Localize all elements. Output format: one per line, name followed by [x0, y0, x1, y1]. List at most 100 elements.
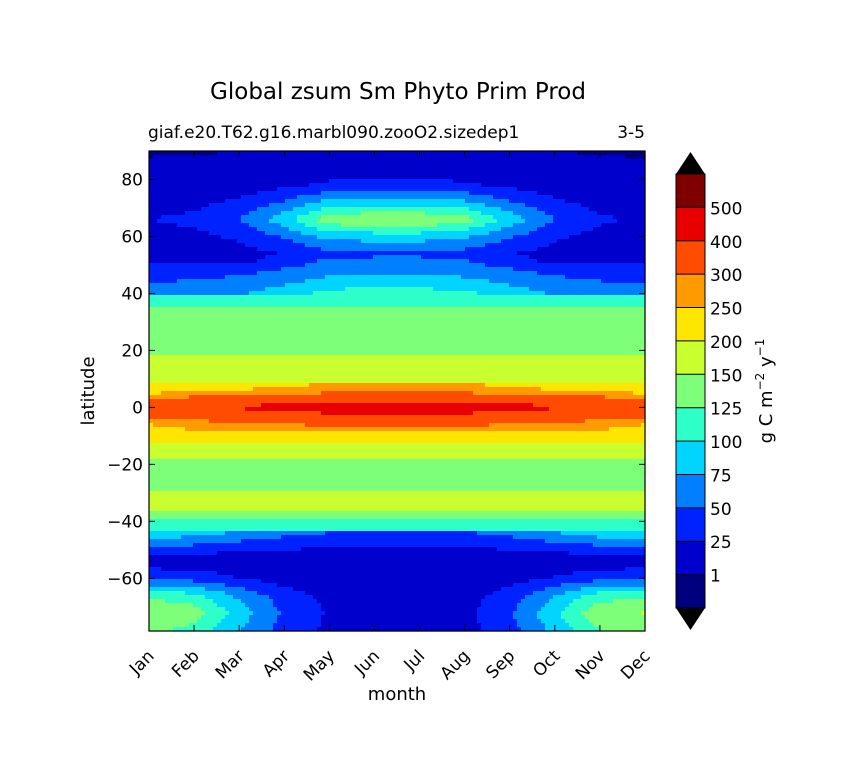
contour-cell — [149, 211, 186, 216]
contour-cell — [217, 551, 570, 556]
contour-cell — [473, 411, 646, 416]
contour-cell — [157, 219, 242, 224]
contour-cell — [573, 571, 646, 576]
contour-cell — [425, 239, 502, 244]
contour-cell — [245, 243, 306, 248]
contour-cell — [437, 223, 486, 228]
contour-cell — [149, 539, 242, 544]
contour-cell — [329, 179, 454, 184]
contour-cell — [273, 215, 298, 220]
contour-cell — [209, 419, 586, 424]
contour-cell — [269, 595, 314, 600]
contour-cell — [149, 623, 190, 628]
colorbar-tick-label: 125 — [710, 400, 742, 420]
colorbar-band — [676, 274, 705, 309]
contour-cell — [277, 187, 518, 192]
contour-cell — [189, 623, 218, 628]
chart-title: Global zsum Sm Phyto Prim Prod — [210, 79, 586, 105]
contour-cell — [321, 603, 482, 608]
contour-cell — [601, 279, 646, 284]
contour-cell — [149, 423, 154, 428]
colorbar-band — [676, 541, 705, 576]
contour-cell — [561, 611, 582, 616]
contour-cell — [285, 199, 322, 204]
contour-cell — [497, 547, 646, 552]
contour-cell — [149, 239, 238, 244]
contour-cell — [181, 535, 282, 540]
contour-cell — [545, 587, 582, 592]
contour-cell — [489, 231, 530, 236]
contour-cell — [489, 423, 642, 428]
contour-cell — [597, 591, 646, 596]
colorbar-tick-label: 50 — [710, 500, 732, 520]
contour-cell — [149, 231, 210, 236]
colorbar-label-main: g C m — [756, 390, 777, 443]
contour-cell — [541, 607, 566, 612]
contour-cell — [149, 547, 302, 552]
contour-cell — [281, 235, 318, 240]
contour-cell — [573, 627, 602, 632]
colorbar-tick-label: 400 — [710, 233, 742, 253]
contour-cell — [245, 587, 294, 592]
contour-cell — [317, 627, 482, 632]
contour-cell — [149, 319, 646, 324]
contour-cell — [321, 623, 482, 628]
contour-cell — [569, 551, 646, 556]
contour-cell — [537, 247, 646, 252]
contour-cell — [565, 607, 590, 612]
contour-cell — [545, 291, 646, 296]
contour-cell — [469, 227, 502, 232]
contour-cell — [517, 623, 546, 628]
contour-cell — [185, 211, 250, 216]
contour-cell — [153, 423, 306, 428]
contour-cell — [245, 407, 550, 412]
colorbar-frame — [675, 173, 706, 609]
colorbar-band — [676, 407, 705, 442]
contour-cell — [185, 591, 226, 596]
contour-cell — [529, 579, 594, 584]
colorbar-tick-label: 100 — [710, 433, 742, 453]
contour-cell — [149, 559, 646, 564]
contour-cell — [149, 443, 646, 448]
contour-cell — [149, 323, 646, 328]
colorbar-tick-label: 250 — [710, 300, 742, 320]
contour-cell — [425, 211, 482, 216]
contour-cell — [205, 587, 246, 592]
contour-cell — [149, 407, 246, 412]
contour-cell — [153, 155, 626, 160]
contour-cell — [293, 587, 502, 592]
contour-cell — [281, 223, 306, 228]
contour-cell — [509, 199, 566, 204]
contour-cell — [249, 223, 282, 228]
colorbar-band — [676, 240, 705, 275]
contour-cell — [149, 207, 202, 212]
contour-cell — [149, 463, 646, 468]
contour-cell — [549, 599, 574, 604]
contour-cell — [585, 419, 646, 424]
contour-cell — [481, 603, 518, 608]
contour-cell — [149, 395, 190, 400]
contour-cell — [321, 247, 466, 252]
colorbar-tick-label: 500 — [710, 199, 742, 219]
contour-cell — [241, 627, 274, 632]
contour-cell — [217, 623, 246, 628]
y-tick-label: −60 — [107, 569, 143, 589]
contour-cell — [149, 295, 646, 300]
contour-cell — [149, 363, 646, 368]
x-tick-label: May — [300, 646, 339, 685]
contour-cell — [149, 467, 646, 472]
contour-cell — [149, 327, 646, 332]
contour-cell — [301, 547, 498, 552]
contour-cell — [149, 195, 242, 200]
x-tick-label: Feb — [168, 646, 203, 681]
contour-cell — [529, 255, 646, 260]
contour-cell — [149, 531, 226, 536]
contour-cell — [497, 219, 526, 224]
contour-cell — [481, 627, 522, 632]
contour-plot-area — [149, 151, 646, 632]
contour-cell — [149, 515, 646, 520]
contour-cell — [177, 279, 306, 284]
contour-cell — [641, 423, 646, 428]
contour-cell — [149, 279, 178, 284]
contour-cell — [149, 519, 646, 524]
